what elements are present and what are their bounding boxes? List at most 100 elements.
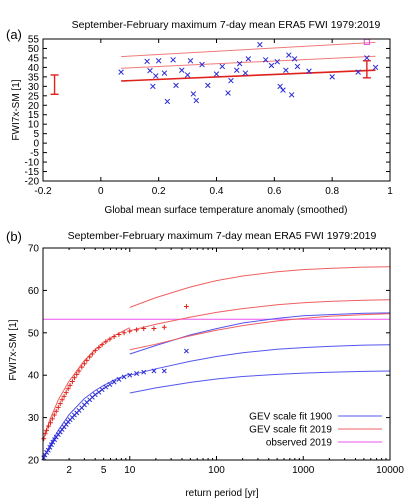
panel-b-point-1900 (48, 442, 54, 448)
panel-b-point-1900 (161, 368, 167, 374)
panel-b-ytick-label: 60 (28, 286, 40, 297)
panel-a-point (205, 82, 211, 89)
panel-b-xtick-label: 10000 (376, 465, 404, 476)
panel-a-point (372, 64, 379, 71)
panel-a-fit-lines (121, 41, 376, 82)
panel-b-point-2019 (107, 336, 113, 342)
panel-b-xtick-label: 1000 (292, 465, 315, 476)
panel-a-title: September-February maximum 7-day mean ER… (72, 19, 381, 31)
panel-a-ytick-label: -20 (25, 177, 40, 188)
panel-b-xtick-label: 2 (66, 465, 72, 476)
panel-a-point (184, 72, 191, 78)
panel-b-point-2019 (71, 375, 77, 381)
panel-b-point-2019 (61, 394, 67, 399)
panel-b-point-2019 (59, 397, 65, 403)
panel-b-point-1900 (41, 455, 47, 461)
panel-a-xtick-label: 1 (387, 186, 393, 197)
panel-b-xtick-label: 100 (208, 465, 225, 476)
panel-b-point-2019 (67, 382, 73, 388)
panel-b-point-2019 (74, 371, 80, 377)
panel-b-point-2019 (53, 408, 59, 414)
panel-a-point (225, 90, 231, 96)
panel-b-title: September-February maximum 7-day mean ER… (68, 230, 377, 242)
panel-a-point (187, 58, 194, 64)
panel-a-ytick-label: 55 (28, 35, 40, 46)
panel-a-point (153, 73, 159, 79)
panel-b-point-1900 (52, 437, 58, 443)
panel-b-point-2019 (49, 416, 55, 422)
panel-a-point (280, 87, 286, 93)
panel-a-point (179, 67, 185, 73)
panel-b-point-2019 (44, 427, 49, 433)
panel-b-point-2019 (51, 412, 57, 418)
panel-a-point (164, 98, 171, 105)
panel-b-ytick-label: 30 (28, 413, 40, 424)
panel-b-point-2019 (69, 379, 75, 384)
panel-b-point-2019 (48, 420, 53, 426)
panel-a-xtick-label: -0.2 (34, 186, 52, 197)
panel-b-point-2019 (161, 324, 167, 330)
panel-b-legend: GEV scale fit 1900 GEV scale fit 2019 obse… (249, 412, 382, 449)
panel-b-band-1900 (129, 344, 391, 376)
panel-b-label: (b) (6, 229, 22, 244)
panel-a-ytick-label: 50 (28, 44, 40, 55)
panel-a-point (190, 91, 197, 97)
panel-b-point-2019 (92, 348, 98, 354)
panel-b-ytick-label: 20 (28, 456, 40, 467)
panel-a-point (294, 63, 301, 70)
panel-b-point-2019 (81, 361, 87, 367)
panel-b-point-2019 (96, 345, 102, 351)
panel-b-point-1900 (103, 384, 109, 390)
panel-b-point-2019 (116, 332, 122, 337)
panel-b-frame (42, 247, 391, 461)
panel-a-ytick-label: 5 (33, 129, 39, 140)
panel-a-point (193, 97, 200, 104)
panel-b-points (41, 304, 189, 461)
panel-b-point-2019 (141, 326, 147, 331)
panel-b-point-2019 (103, 339, 109, 345)
panel-a-point (329, 74, 335, 80)
panel-b-point-2019 (84, 357, 90, 363)
panel-b-xtick-label: 10 (124, 465, 136, 476)
panel-a-xtick-label: 0.6 (267, 186, 281, 197)
panel-b-point-2019 (151, 326, 157, 331)
panel-a: (a) September-February maximum 7-day mea… (6, 19, 393, 216)
panel-a-point (173, 82, 179, 89)
panel-a-point (364, 55, 370, 61)
panel-a-ytick-label: 40 (28, 63, 40, 74)
panel-b-point-2019 (134, 327, 140, 333)
panel-a-point (288, 92, 295, 98)
panel-b-ytick-label: 40 (28, 371, 40, 382)
panel-a-xtick-label: 0 (98, 186, 104, 197)
panel-b-ytick-label: 50 (28, 328, 40, 339)
panel-a-point (283, 67, 289, 73)
panel-b-point-2019 (99, 342, 105, 348)
panel-a-observed-2019 (363, 38, 370, 45)
panel-b-point-2019 (55, 405, 61, 410)
panel-a-point (144, 58, 150, 65)
panel-a-point (355, 69, 361, 75)
panel-a-ytick-label: 20 (28, 101, 40, 112)
panel-b-band-2019 (129, 266, 391, 308)
panel-b-ytick-label: 70 (28, 244, 40, 255)
panel-a-frame (42, 38, 391, 182)
panel-a-point (155, 58, 162, 64)
panel-b-point-1900 (50, 439, 56, 445)
panel-a-label: (a) (6, 27, 22, 42)
panel-b-point-1900 (96, 389, 102, 395)
panel-b-band-1900 (129, 370, 391, 394)
panel-b-legend-label: GEV scale fit 2019 (249, 425, 332, 436)
panel-b-band-2019 (129, 313, 391, 351)
panel-a-point (236, 60, 243, 67)
panel-b-xtick-label: 5 (101, 465, 107, 476)
panel-a-point (228, 77, 234, 84)
panel-b-point-2019 (57, 401, 63, 407)
panel-a-point (219, 63, 226, 70)
panel-b-point-1900 (47, 444, 53, 450)
panel-b-point-1900 (121, 374, 127, 380)
panel-b-xlabel: return period [yr] (185, 488, 259, 499)
panel-b-fit-2019 (42, 327, 131, 442)
panel-a-line-fit (121, 69, 376, 82)
panel-b-point-2019 (111, 334, 117, 340)
